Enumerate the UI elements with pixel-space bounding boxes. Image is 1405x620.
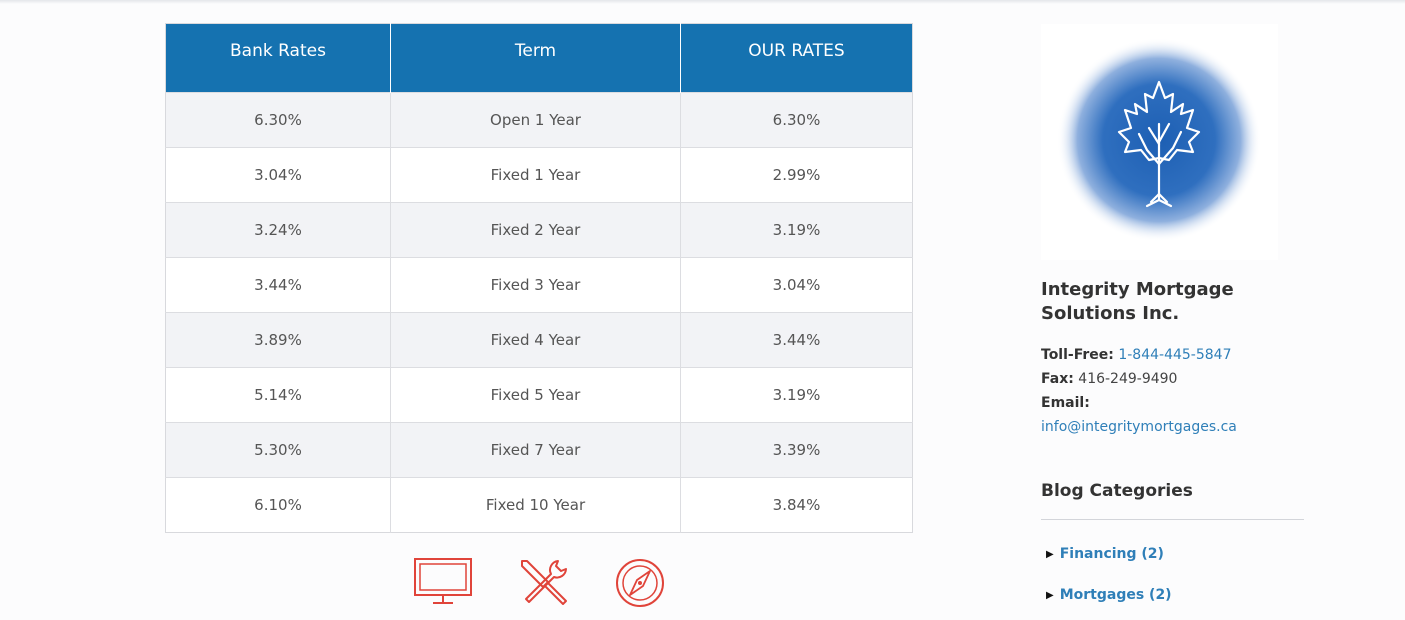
category-label[interactable]: Mortgages (2) [1059,587,1172,603]
email-line: info@integritymortgages.ca [1041,415,1237,439]
bank-rate-cell: 3.04% [165,147,391,203]
bank-rate-cell: 3.44% [165,257,391,313]
bank-rate-cell: 3.24% [165,202,391,258]
toll-free-label: Toll-Free: [1041,347,1114,363]
term-cell: Fixed 10 Year [390,477,681,533]
our-rate-cell: 3.04% [680,257,913,313]
triangle-right-icon: ▶ [1046,549,1054,560]
table-row: 3.24% Fixed 2 Year 3.19% [165,202,913,258]
blog-categories-heading: Blog Categories [1041,481,1193,501]
bank-rate-cell: 3.89% [165,312,391,368]
mortgage-rates-table: Bank Rates Term OUR RATES 6.30% Open 1 Ye… [165,23,913,533]
our-rate-cell: 3.39% [680,422,913,478]
table-header-row: Bank Rates Term OUR RATES [165,23,913,93]
term-cell: Fixed 3 Year [390,257,681,313]
table-row: 6.30% Open 1 Year 6.30% [165,92,913,148]
company-logo [1041,24,1278,260]
category-label[interactable]: Financing (2) [1059,546,1164,562]
our-rate-cell: 6.30% [680,92,913,148]
header-shadow [0,0,1405,4]
divider [1041,519,1304,520]
tools-icon[interactable] [518,557,570,609]
bank-rate-cell: 6.10% [165,477,391,533]
term-cell: Fixed 1 Year [390,147,681,203]
fax-label: Fax: [1041,371,1074,387]
column-header-term: Term [390,23,681,93]
email-link[interactable]: info@integritymortgages.ca [1041,419,1237,435]
column-header-bank-rates: Bank Rates [165,23,391,93]
table-row: 3.89% Fixed 4 Year 3.44% [165,312,913,368]
term-cell: Open 1 Year [390,92,681,148]
our-rate-cell: 3.19% [680,367,913,423]
email-label-line: Email: [1041,391,1090,415]
term-cell: Fixed 2 Year [390,202,681,258]
fax-line: Fax: 416-249-9490 [1041,367,1177,391]
our-rate-cell: 2.99% [680,147,913,203]
triangle-right-icon: ▶ [1046,590,1054,601]
table-row: 5.14% Fixed 5 Year 3.19% [165,367,913,423]
table-row: 5.30% Fixed 7 Year 3.39% [165,422,913,478]
our-rate-cell: 3.19% [680,202,913,258]
fax-number: 416-249-9490 [1078,371,1178,387]
table-row: 3.04% Fixed 1 Year 2.99% [165,147,913,203]
column-header-our-rates: OUR RATES [680,23,913,93]
bank-rate-cell: 5.14% [165,367,391,423]
toll-free-line: Toll-Free: 1-844-445-5847 [1041,343,1231,367]
bank-rate-cell: 6.30% [165,92,391,148]
term-cell: Fixed 4 Year [390,312,681,368]
table-row: 6.10% Fixed 10 Year 3.84% [165,477,913,533]
category-financing[interactable]: ▶ Financing (2) [1046,546,1164,562]
term-cell: Fixed 5 Year [390,367,681,423]
category-mortgages[interactable]: ▶ Mortgages (2) [1046,587,1172,603]
monitor-icon[interactable] [413,557,473,607]
company-name: Integrity Mortgage Solutions Inc. [1041,279,1234,324]
our-rate-cell: 3.44% [680,312,913,368]
email-label: Email: [1041,395,1090,411]
toll-free-phone-link[interactable]: 1-844-445-5847 [1118,347,1232,363]
table-row: 3.44% Fixed 3 Year 3.04% [165,257,913,313]
compass-icon[interactable] [614,557,666,609]
bank-rate-cell: 5.30% [165,422,391,478]
term-cell: Fixed 7 Year [390,422,681,478]
maple-leaf-tree-icon [1117,80,1201,208]
our-rate-cell: 3.84% [680,477,913,533]
